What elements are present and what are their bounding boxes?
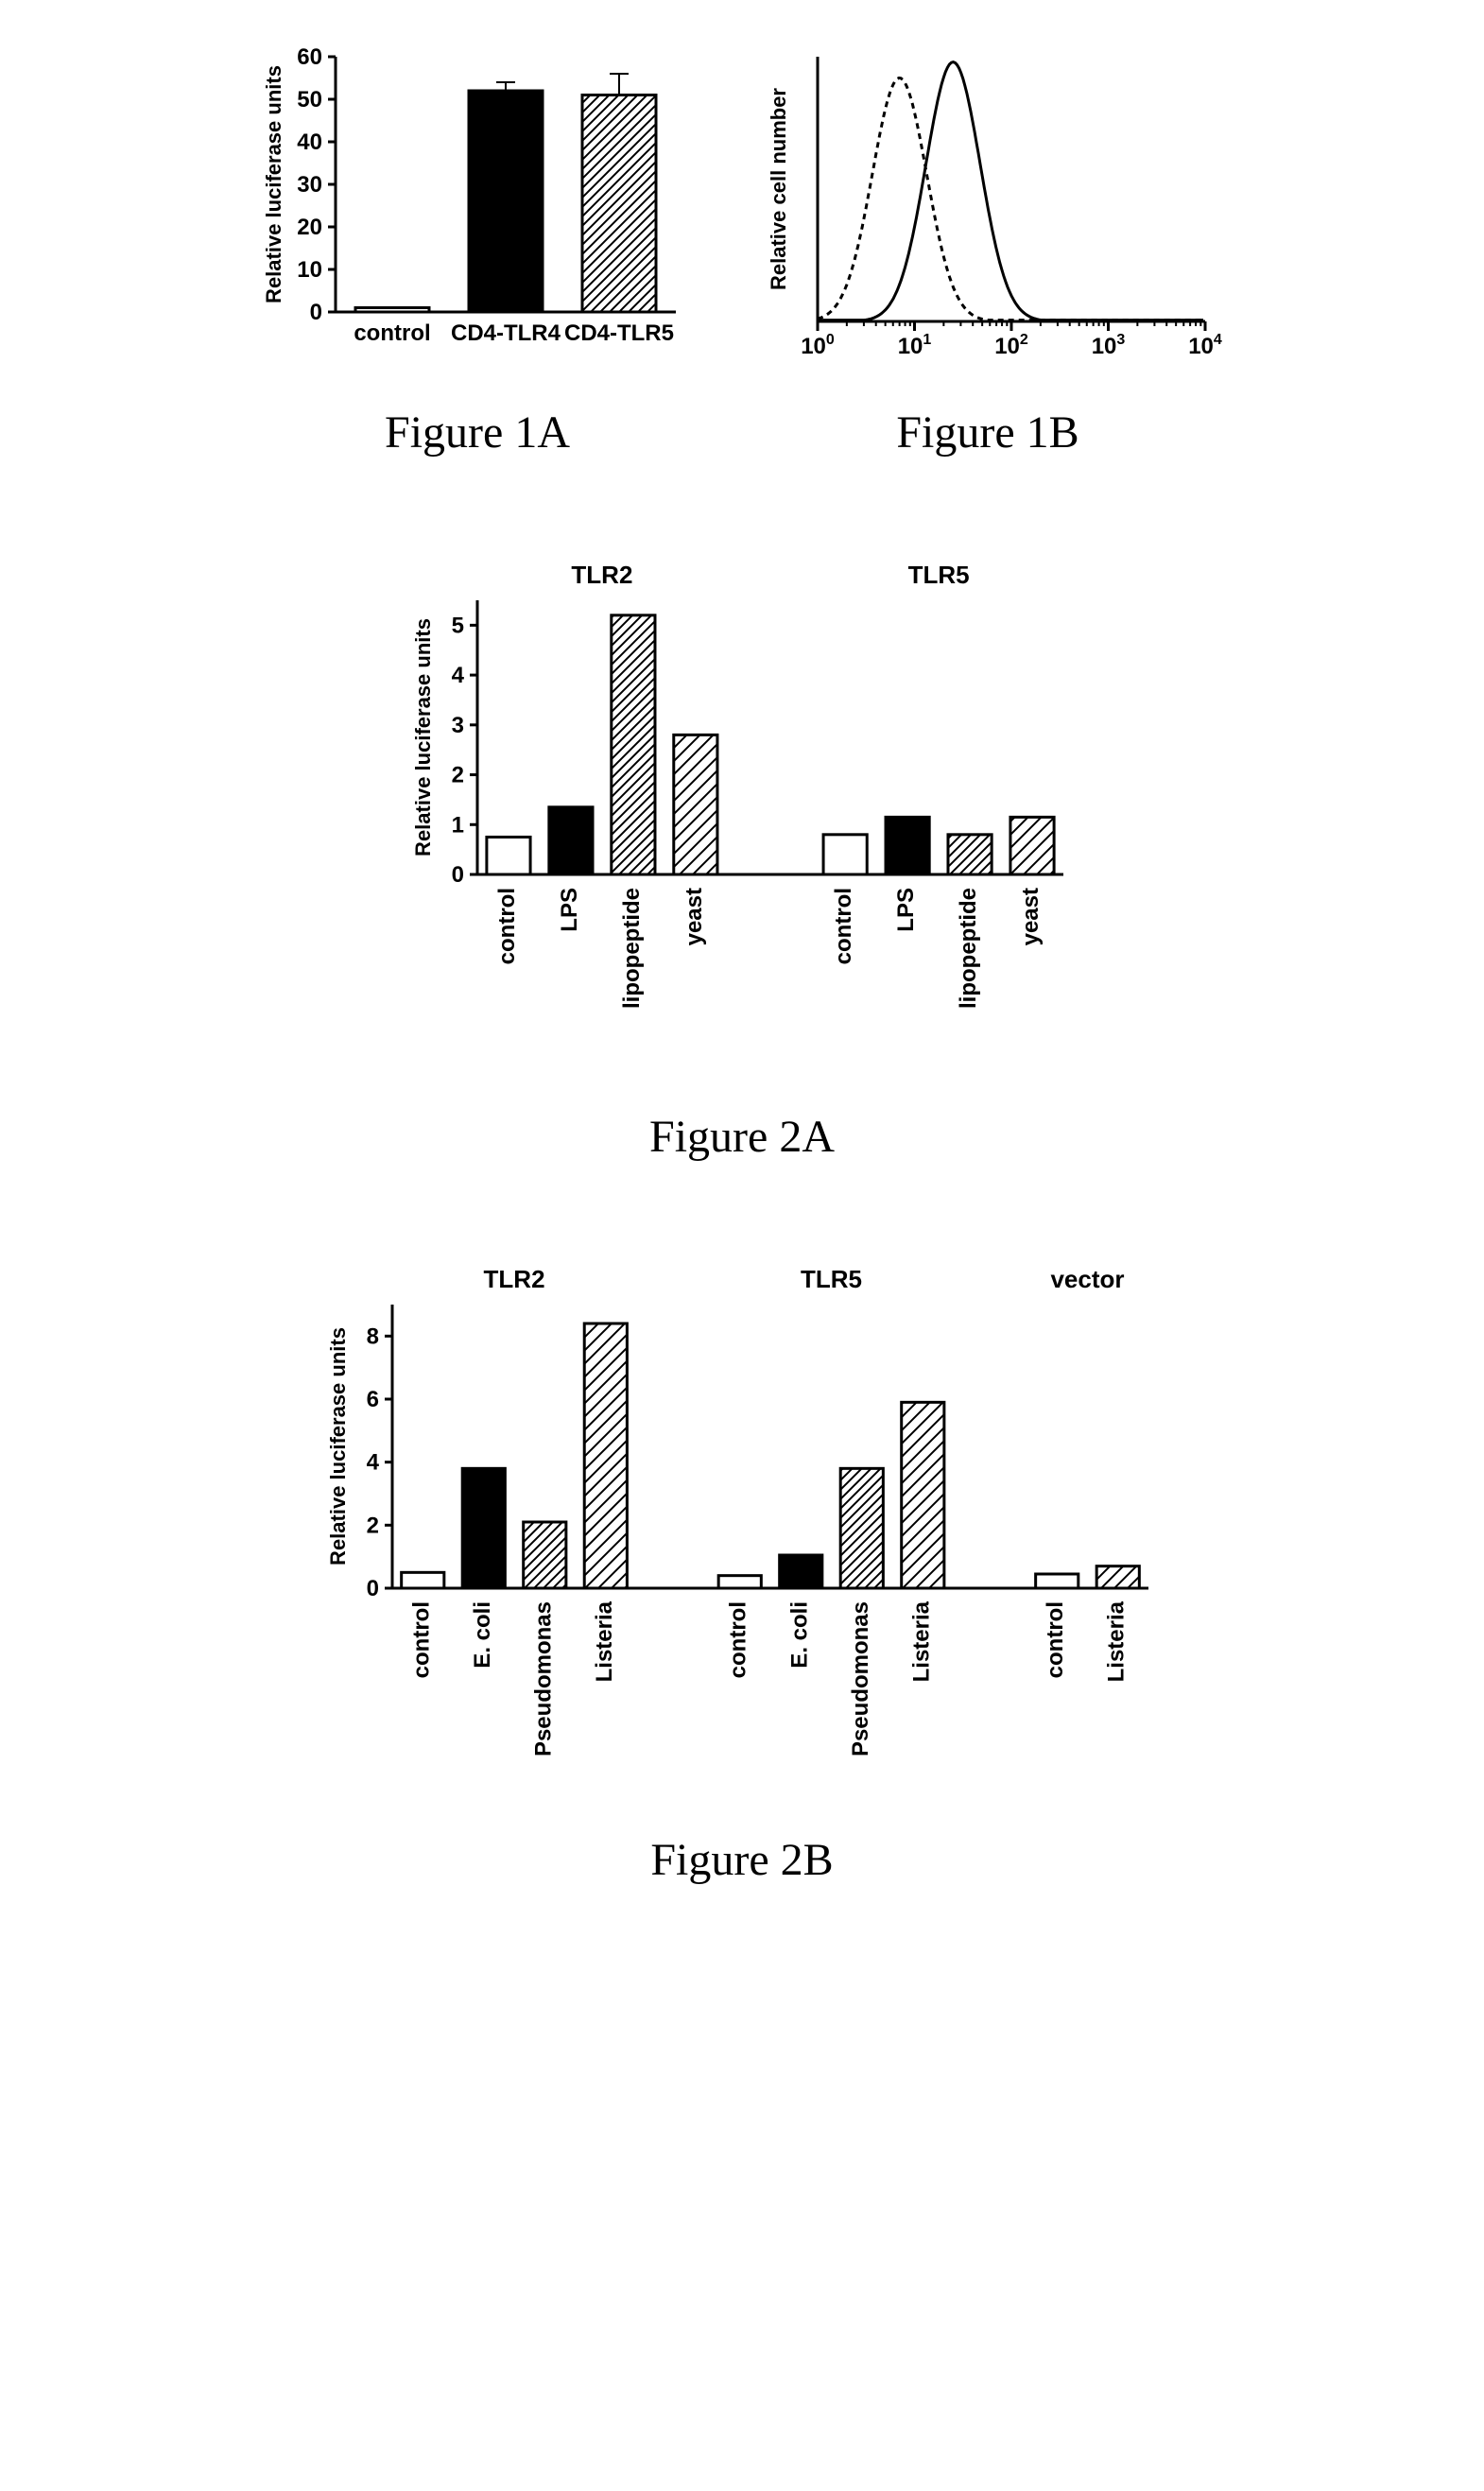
svg-text:control: control <box>354 320 430 346</box>
chart-fig1a: 0 10 20 30 40 50 60 Relative luciferase units co… <box>260 38 695 378</box>
chart-fig2b: 0 2 4 6 8 Relative luciferase units control E. … <box>317 1257 1167 1806</box>
svg-text:10: 10 <box>297 257 322 283</box>
panel-fig2b: 0 2 4 6 8 Relative luciferase units control E. … <box>317 1257 1167 1886</box>
svg-text:LPS: LPS <box>893 888 919 932</box>
svg-text:102: 102 <box>994 332 1028 359</box>
chart-fig1b: 100 101 102 103 104 Relative cell number <box>751 38 1224 378</box>
panel-fig2a: 0 1 2 3 4 5 Relative luciferase units control LP… <box>402 553 1082 1163</box>
svg-text:Pseudomonas: Pseudomonas <box>848 1601 873 1756</box>
svg-text:Listeria: Listeria <box>592 1600 617 1682</box>
svg-text:lipopeptide: lipopeptide <box>956 888 981 1009</box>
svg-text:0: 0 <box>367 1576 379 1601</box>
svg-text:Relative cell number: Relative cell number <box>767 88 790 290</box>
svg-text:CD4-TLR5: CD4-TLR5 <box>564 320 674 346</box>
svg-text:yeast: yeast <box>1018 888 1044 945</box>
svg-text:101: 101 <box>898 332 932 359</box>
svg-text:TLR5: TLR5 <box>801 1265 862 1293</box>
chart-fig2a: 0 1 2 3 4 5 Relative luciferase units control LP… <box>402 553 1082 1082</box>
svg-text:lipopeptide: lipopeptide <box>619 888 645 1009</box>
svg-text:Relative luciferase units: Relative luciferase units <box>411 618 435 856</box>
svg-text:1: 1 <box>452 812 464 838</box>
svg-text:vector: vector <box>1050 1265 1124 1293</box>
caption-fig1b: Figure 1B <box>896 407 1078 458</box>
caption-fig1a: Figure 1A <box>385 407 570 458</box>
svg-text:control: control <box>494 888 520 964</box>
svg-text:CD4-TLR4: CD4-TLR4 <box>451 320 561 346</box>
caption-fig2a: Figure 2A <box>649 1111 835 1163</box>
svg-text:103: 103 <box>1092 332 1126 359</box>
svg-text:control: control <box>831 888 856 964</box>
svg-text:control: control <box>408 1601 434 1678</box>
svg-text:50: 50 <box>297 87 322 112</box>
svg-text:2: 2 <box>452 763 464 788</box>
svg-text:TLR5: TLR5 <box>908 561 970 589</box>
svg-text:Relative luciferase units: Relative luciferase units <box>262 65 285 303</box>
svg-text:20: 20 <box>297 215 322 240</box>
svg-text:Pseudomonas: Pseudomonas <box>530 1601 556 1756</box>
svg-text:TLR2: TLR2 <box>571 561 632 589</box>
svg-text:TLR2: TLR2 <box>484 1265 545 1293</box>
svg-text:30: 30 <box>297 172 322 198</box>
svg-text:control: control <box>1043 1601 1068 1678</box>
row-fig2b: 0 2 4 6 8 Relative luciferase units control E. … <box>38 1257 1446 1886</box>
svg-text:E. coli: E. coli <box>786 1601 812 1669</box>
svg-text:Relative luciferase units: Relative luciferase units <box>326 1327 350 1566</box>
row-fig1: 0 10 20 30 40 50 60 Relative luciferase units co… <box>38 38 1446 458</box>
svg-text:0: 0 <box>452 862 464 888</box>
svg-text:60: 60 <box>297 44 322 70</box>
svg-text:104: 104 <box>1188 332 1222 359</box>
svg-text:5: 5 <box>452 613 464 638</box>
caption-fig2b: Figure 2B <box>650 1834 833 1886</box>
svg-text:2: 2 <box>367 1513 379 1538</box>
svg-text:0: 0 <box>310 300 322 325</box>
panel-fig1a: 0 10 20 30 40 50 60 Relative luciferase units co… <box>260 38 695 458</box>
svg-text:4: 4 <box>367 1450 380 1476</box>
svg-text:8: 8 <box>367 1323 379 1349</box>
svg-text:E. coli: E. coli <box>470 1601 495 1669</box>
svg-text:LPS: LPS <box>557 888 582 932</box>
svg-text:yeast: yeast <box>682 888 707 945</box>
svg-text:6: 6 <box>367 1387 379 1412</box>
svg-text:4: 4 <box>452 663 465 688</box>
row-fig2a: 0 1 2 3 4 5 Relative luciferase units control LP… <box>38 553 1446 1163</box>
svg-text:100: 100 <box>801 332 835 359</box>
svg-text:control: control <box>726 1601 751 1678</box>
svg-text:40: 40 <box>297 130 322 155</box>
svg-text:Listeria: Listeria <box>908 1600 934 1682</box>
panel-fig1b: 100 101 102 103 104 Relative cell number Figu… <box>751 38 1224 458</box>
svg-text:Listeria: Listeria <box>1104 1600 1130 1682</box>
svg-text:3: 3 <box>452 713 464 738</box>
